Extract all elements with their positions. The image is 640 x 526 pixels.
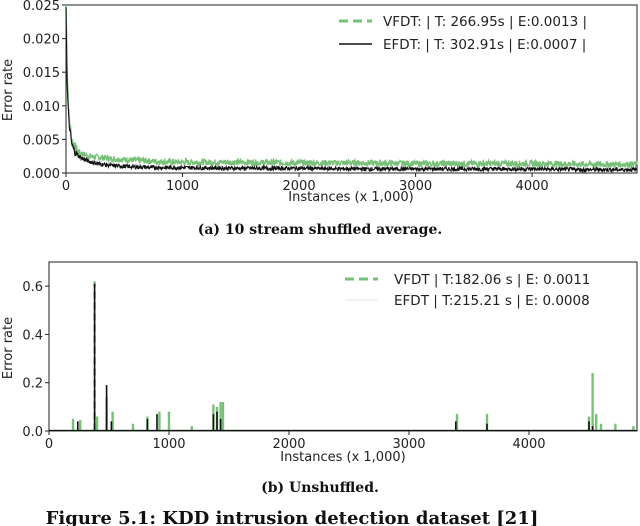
panel-b-ytick-label: 0.0 xyxy=(22,425,43,440)
panel-b-caption: (b) Unshuffled. xyxy=(261,480,379,496)
panel-a-xtick-label: 4000 xyxy=(516,179,549,194)
panel-b-xtick-label: 4000 xyxy=(512,437,545,452)
panel-a-ytick-label: 0.000 xyxy=(23,167,60,182)
legend-b-vfdt-label: VFDT | T:182.06 s | E: 0.0011 xyxy=(394,272,590,288)
panel-a-caption: (a) 10 stream shuffled average. xyxy=(198,222,443,238)
panel-a-ytick-label: 0.025 xyxy=(23,0,60,14)
panel-a-xlabel: Instances (x 1,000) xyxy=(288,190,413,205)
panel-b-xtick-label: 3000 xyxy=(392,437,425,452)
panel-a-ytick-label: 0.015 xyxy=(23,66,60,81)
panel-a-series-vfdt-line xyxy=(65,5,638,170)
panel-b-xlabel: Instances (x 1,000) xyxy=(280,450,405,465)
panel-a-chart: 0 1000 2000 3000 4000 0.000 0.005 0.010 0.015 0.0… xyxy=(1,0,638,238)
panel-a-xtick-label: 1000 xyxy=(166,179,199,194)
panel-b-chart: 0 1000 2000 3000 4000 0.0 0.2 0.4 0.6 Instances … xyxy=(1,261,638,496)
legend-a-vfdt-label: VFDT: | T: 266.95s | E:0.0013 | xyxy=(383,14,587,30)
panel-a-xtick-label: 3000 xyxy=(399,179,432,194)
panel-a-legend: VFDT: | T: 266.95s | E:0.0013 | EFDT: | … xyxy=(339,14,587,53)
panel-a-frame xyxy=(65,4,638,174)
panel-b-xtick-label: 0 xyxy=(45,437,53,452)
panel-b-ytick-label: 0.4 xyxy=(22,328,43,343)
panel-b-xtick-label: 2000 xyxy=(272,437,305,452)
panel-a-ticks: 0 1000 2000 3000 4000 0.000 0.005 0.010 0.015 0.0… xyxy=(23,0,549,194)
figure-caption: Figure 5.1: KDD intrusion detection data… xyxy=(46,508,539,526)
legend-b-efdt-label: EFDT | T:215.21 s | E: 0.0008 xyxy=(394,293,590,309)
panel-a-series xyxy=(65,5,638,174)
panel-a-ytick-label: 0.005 xyxy=(23,133,60,148)
panel-b-xtick-label: 1000 xyxy=(152,437,185,452)
panel-b-series xyxy=(49,281,637,432)
panel-b-ylabel: Error rate xyxy=(1,317,16,379)
panel-b-ytick-label: 0.6 xyxy=(22,280,43,295)
panel-b-legend: VFDT | T:182.06 s | E: 0.0011 EFDT | T:2… xyxy=(345,272,590,309)
panel-a-xtick-label: 2000 xyxy=(283,179,316,194)
panel-a-xtick-label: 0 xyxy=(62,179,70,194)
panel-a-ytick-label: 0.010 xyxy=(23,100,60,115)
panel-a-ylabel: Error rate xyxy=(1,59,16,121)
panel-a-series-efdt-line xyxy=(65,7,638,174)
panel-a-ytick-label: 0.020 xyxy=(23,33,60,48)
panel-b-ytick-label: 0.2 xyxy=(22,377,43,392)
panel-b-ticks: 0 1000 2000 3000 4000 0.0 0.2 0.4 0.6 xyxy=(22,280,545,452)
legend-a-efdt-label: EFDT: | T: 302.91s | E:0.0007 | xyxy=(383,37,586,53)
